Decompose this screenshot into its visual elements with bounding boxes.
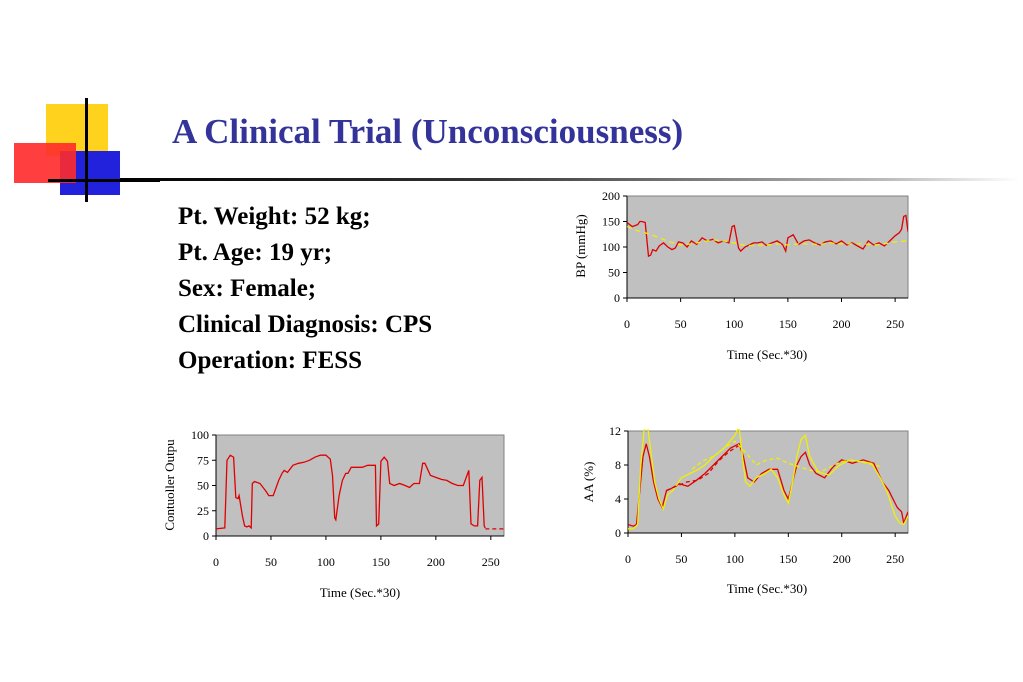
info-age: Pt. Age: 19 yr;: [178, 239, 333, 266]
controller-x-tick-label: 200: [427, 555, 445, 569]
aa-x-tick-label: 250: [886, 552, 904, 566]
aa-x-tick-label: 0: [625, 552, 631, 566]
bp-y-tick-label: 50: [608, 266, 620, 280]
bp-plot-area: [626, 195, 909, 299]
controller-x-tick-label: 250: [482, 555, 500, 569]
bp-y-tick-label: 100: [602, 240, 620, 254]
aa-chart-ylabel: AA (%): [581, 462, 596, 503]
controller-x-tick-label: 0: [213, 555, 219, 569]
controller-y-tick-label: 50: [197, 479, 209, 493]
aa-series-line-3: [691, 440, 883, 473]
bp-chart-ylabel: BP (mmHg): [573, 214, 588, 277]
aa-x-tick-label: 150: [779, 552, 797, 566]
aa-y-tick-label: 8: [615, 458, 621, 472]
aa-x-tick-label: 50: [675, 552, 687, 566]
bp-x-tick-label: 50: [675, 317, 687, 331]
controller-y-tick-label: 25: [197, 504, 209, 518]
controller-y-tick-label: 0: [203, 529, 209, 543]
bp-x-tick-label: 100: [725, 317, 743, 331]
controller-x-tick-label: 50: [265, 555, 277, 569]
controller-chart-ylabel: Contuoller Outpu: [162, 439, 177, 531]
controller-y-tick-label: 75: [197, 453, 209, 467]
aa-y-tick-label: 12: [609, 424, 621, 438]
aa-x-tick-label: 100: [726, 552, 744, 566]
aa-y-tick-label: 0: [615, 526, 621, 540]
aa-x-tick-label: 200: [833, 552, 851, 566]
info-sex: Sex: Female;: [178, 275, 317, 302]
logo-red-square: [14, 143, 76, 183]
bp-y-tick-label: 200: [602, 189, 620, 203]
controller-x-tick-label: 100: [317, 555, 335, 569]
info-diagnosis: Clinical Diagnosis: CPS: [178, 311, 433, 338]
logo-decoration: [0, 90, 160, 205]
aa-series-line-0: [628, 442, 908, 527]
aa-series-line-2: [666, 444, 741, 492]
bp-x-tick-label: 250: [886, 317, 904, 331]
bp-x-tick-label: 0: [624, 317, 630, 331]
bp-y-tick-label: 150: [602, 215, 620, 229]
logo-vertical-line: [85, 98, 88, 202]
controller-chart-xlabel: Time (Sec.*30): [320, 585, 400, 600]
patient-info: Pt. Weight: 52 kg; Pt. Age: 19 yr; Sex: …: [178, 199, 432, 379]
logo-horizontal-line: [48, 179, 160, 182]
controller-y-tick-label: 100: [191, 428, 209, 442]
controller-x-tick-label: 150: [372, 555, 390, 569]
bp-x-tick-label: 150: [779, 317, 797, 331]
aa-y-tick-label: 4: [615, 492, 621, 506]
bp-x-tick-label: 200: [833, 317, 851, 331]
title-underline: [120, 178, 1020, 181]
bp-y-tick-label: 0: [614, 291, 620, 305]
aa-chart-xlabel: Time (Sec.*30): [727, 581, 807, 596]
aa-plot-area: [627, 430, 909, 534]
bp-chart-xlabel: Time (Sec.*30): [727, 347, 807, 362]
bp-series-line-0: [627, 214, 908, 258]
bp-series-line-1: [627, 225, 908, 247]
info-weight: Pt. Weight: 52 kg;: [178, 203, 371, 230]
slide-title: A Clinical Trial (Unconsciousness): [172, 112, 684, 151]
info-operation: Operation: FESS: [178, 347, 363, 374]
controller-series-line-0: [216, 454, 486, 530]
